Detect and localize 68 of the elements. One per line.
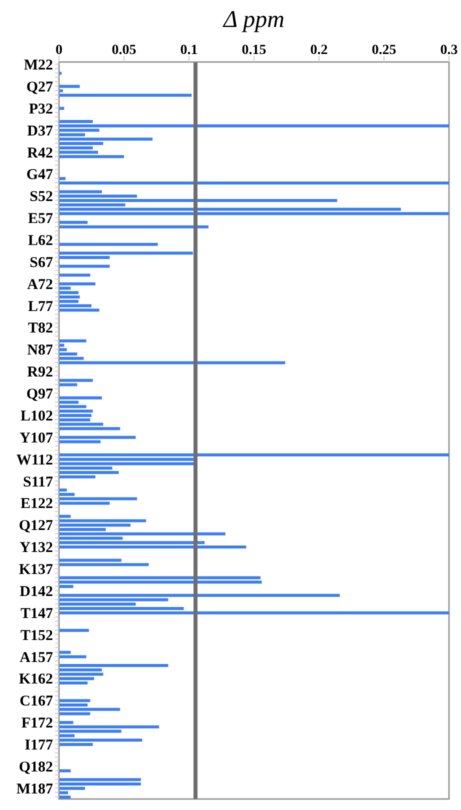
y-tick-label: E57: [28, 211, 54, 228]
bar: [59, 361, 286, 364]
bar: [59, 628, 89, 632]
x-tick-label: 0.1: [180, 43, 198, 58]
y-tick-label: W112: [16, 452, 53, 468]
bar: [59, 664, 168, 668]
y-tick-label: T82: [28, 320, 53, 337]
y-tick-label: N87: [27, 342, 54, 359]
y-tick-label: A72: [27, 276, 53, 293]
bar: [59, 282, 96, 286]
y-tick-label: K162: [18, 672, 53, 688]
y-tick-label: E122: [20, 496, 53, 512]
bar: [59, 699, 90, 702]
x-tick-label: 0.05: [112, 43, 136, 58]
y-tick-label: Q127: [18, 518, 54, 534]
bar: [59, 778, 141, 782]
y-tick-label: T152: [20, 628, 53, 644]
y-tick-label: Y132: [20, 540, 53, 556]
bar: [59, 462, 196, 466]
bar: [59, 580, 262, 584]
y-tick-label: Q97: [26, 386, 54, 403]
y-tick-label: D142: [20, 584, 53, 600]
bar: [59, 242, 158, 246]
bar: [59, 655, 86, 658]
y-tick-label: S67: [30, 254, 54, 271]
y-tick-label: K137: [18, 562, 54, 578]
x-axis-title: Δ ppm: [222, 7, 286, 33]
bar: [59, 264, 110, 268]
bar: [59, 378, 93, 382]
y-tick-label: L102: [20, 408, 53, 424]
bar: [59, 576, 260, 580]
x-tick-label: 0.15: [242, 43, 266, 58]
y-tick-label: I177: [24, 737, 54, 754]
x-tick-label: 0.25: [372, 43, 396, 58]
y-tick-label: T147: [20, 606, 54, 622]
x-tick-label: 0.2: [310, 43, 328, 58]
y-tick-label: L77: [28, 298, 54, 315]
y-tick-label: M22: [24, 58, 53, 74]
bar: [59, 225, 208, 228]
bar: [59, 769, 71, 772]
y-tick-label: M187: [16, 781, 54, 798]
bar: [59, 181, 449, 184]
bar: [59, 497, 137, 500]
y-tick-label: F172: [21, 716, 53, 732]
bar: [59, 611, 449, 614]
y-tick-label: S52: [30, 189, 53, 206]
x-tick-label: 0: [56, 43, 62, 58]
y-tick-label: P32: [28, 101, 53, 118]
bar: [59, 519, 146, 522]
y-tick-label: R42: [27, 145, 53, 162]
bar: [59, 308, 100, 312]
y-tick-label: G47: [26, 167, 54, 184]
y-tick-label: Q27: [26, 79, 54, 96]
y-tick-label: S117: [22, 474, 54, 490]
y-tick-label: Y107: [20, 430, 54, 446]
y-tick-label: D37: [27, 123, 54, 140]
y-tick-label: L62: [28, 232, 53, 249]
y-tick-label: Q182: [18, 759, 53, 776]
bar: [59, 212, 449, 216]
y-tick-label: C167: [20, 694, 54, 710]
bar: [59, 672, 104, 676]
bar: [59, 252, 193, 255]
bar: [59, 94, 192, 97]
y-tick-label: R92: [27, 364, 53, 381]
bar: [59, 594, 340, 597]
x-tick-label: 0.3: [440, 43, 458, 58]
y-tick-label: A157: [20, 650, 54, 666]
bar: [59, 274, 90, 277]
